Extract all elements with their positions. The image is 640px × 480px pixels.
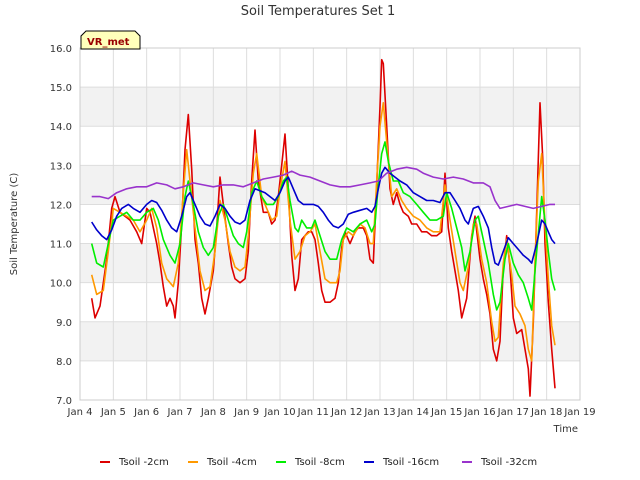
x-tick-label: Jan 5 <box>100 407 126 418</box>
legend-item-tsoil-16cm: Tsoil -16cm <box>364 457 439 468</box>
plot-band <box>80 243 580 283</box>
y-tick-label: 16.0 <box>50 44 72 55</box>
plot-band <box>80 126 580 166</box>
y-tick-label: 9.0 <box>56 318 72 329</box>
x-tick-label: Jan 15 <box>430 407 462 418</box>
y-tick-label: 12.0 <box>50 200 72 211</box>
legend-item-tsoil-8cm: Tsoil -8cm <box>276 457 345 468</box>
x-tick-label: Jan 9 <box>233 407 259 418</box>
x-tick-label: Jan 17 <box>497 407 529 418</box>
x-tick-label: Jan 11 <box>297 407 329 418</box>
x-tick-label: Jan 6 <box>133 407 159 418</box>
x-tick-label: Jan 4 <box>67 407 93 418</box>
series-lines <box>90 58 556 397</box>
x-axis-label: Time <box>553 424 578 435</box>
plot-band <box>80 360 580 400</box>
station-badge-shape <box>80 30 141 50</box>
x-tick-label: Jan 19 <box>563 407 595 418</box>
station-badge: VR_met <box>80 30 141 50</box>
legend-item-tsoil-2cm: Tsoil -2cm <box>100 457 169 468</box>
y-tick-label: 14.0 <box>50 122 72 133</box>
legend: Tsoil -2cm Tsoil -4cm Tsoil -8cm Tsoil -16c… <box>100 457 537 468</box>
plot-background-bands <box>80 48 580 400</box>
chart-title: Soil Temperatures Set 1 <box>241 4 396 19</box>
x-tick-label: Jan 18 <box>530 407 562 418</box>
legend-label: Tsoil -2cm <box>118 457 169 468</box>
y-tick-label: 8.0 <box>56 357 72 368</box>
plot-band <box>80 321 580 361</box>
series-line-tsoil-32cm <box>91 166 555 210</box>
x-tick-label: Jan 14 <box>397 407 429 418</box>
y-tick-label: 13.0 <box>50 161 72 172</box>
legend-label: Tsoil -32cm <box>480 457 537 468</box>
x-tick-label: Jan 8 <box>200 407 226 418</box>
legend-label: Tsoil -4cm <box>206 457 257 468</box>
y-tick-label: 11.0 <box>50 240 72 251</box>
x-tick-label: Jan 10 <box>263 407 295 418</box>
series-line-tsoil-16cm <box>91 166 556 266</box>
plot-band <box>80 87 580 127</box>
y-tick-label: 15.0 <box>50 83 72 94</box>
legend-item-tsoil-4cm: Tsoil -4cm <box>188 457 257 468</box>
legend-label: Tsoil -16cm <box>382 457 439 468</box>
x-tick-label: Jan 12 <box>330 407 362 418</box>
plot-band <box>80 48 580 88</box>
plot-frame <box>79 47 581 401</box>
x-tick-labels: Jan 4 Jan 5 Jan 6 Jan 7 Jan 8 Jan 9 Jan 10 Jan … <box>67 407 596 418</box>
x-tick-label: Jan 7 <box>167 407 193 418</box>
x-tick-label: Jan 16 <box>463 407 495 418</box>
series-line-tsoil-4cm <box>90 102 556 362</box>
station-label: VR_met <box>87 37 130 48</box>
y-tick-labels: 7.0 8.0 9.0 10.0 11.0 12.0 13.0 14.0 15.0 16.0 <box>50 44 72 407</box>
y-tick-label: 7.0 <box>56 396 72 407</box>
y-tick-label: 10.0 <box>50 279 72 290</box>
y-axis-label: Soil Temperature (C) <box>9 173 20 276</box>
legend-label: Tsoil -8cm <box>294 457 345 468</box>
legend-item-tsoil-32cm: Tsoil -32cm <box>462 457 537 468</box>
x-tick-label: Jan 13 <box>363 407 395 418</box>
